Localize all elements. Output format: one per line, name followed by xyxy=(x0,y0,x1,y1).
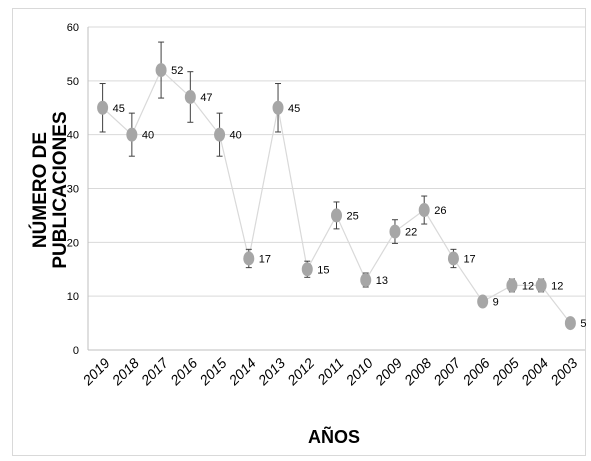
x-tick-label-2011: 2011 xyxy=(313,355,346,388)
series: 45 40 52 47 40 17 45 15 25 13 22 26 17 9 12 12 5 xyxy=(97,41,587,331)
data-point-2017 xyxy=(155,63,167,78)
x-axis-ticks: 2019201820172016201520142013201220112010… xyxy=(79,354,581,389)
data-point-2016 xyxy=(184,89,196,104)
x-tick-label-2008: 2008 xyxy=(400,355,434,389)
data-label-2014: 17 xyxy=(259,253,271,265)
data-label-2009: 22 xyxy=(405,227,417,239)
y-tick-label-60: 60 xyxy=(67,22,79,34)
x-tick-label-2014: 2014 xyxy=(225,355,259,389)
y-tick-label-40: 40 xyxy=(67,130,79,142)
y-axis-title-line-2: PUBLICACIONES xyxy=(50,111,71,268)
x-tick-label-2006: 2006 xyxy=(459,355,493,389)
y-tick-label-0: 0 xyxy=(73,345,79,357)
data-label-2016: 47 xyxy=(200,92,212,104)
x-tick-label-2004: 2004 xyxy=(517,355,551,389)
x-tick-label-2010: 2010 xyxy=(342,355,376,389)
data-label-2010: 13 xyxy=(376,275,388,287)
data-label-2012: 15 xyxy=(317,264,329,276)
x-tick-label-2013: 2013 xyxy=(254,355,288,389)
data-point-2012 xyxy=(301,262,313,277)
data-point-2004 xyxy=(535,278,547,293)
data-label-2006: 9 xyxy=(493,297,499,309)
x-tick-label-2017: 2017 xyxy=(137,354,172,389)
y-axis-title: NÚMERO DE PUBLICACIONES xyxy=(29,111,71,268)
data-label-2004: 12 xyxy=(551,280,563,292)
data-point-2011 xyxy=(331,208,342,223)
data-label-2008: 26 xyxy=(434,205,446,217)
data-point-2009 xyxy=(389,224,401,239)
y-tick-label-20: 20 xyxy=(67,237,79,249)
x-tick-label-2012: 2012 xyxy=(283,355,317,389)
data-point-2014 xyxy=(243,251,255,266)
data-label-2007: 17 xyxy=(463,253,475,265)
x-tick-label-2005: 2005 xyxy=(488,355,522,389)
data-label-2017: 52 xyxy=(171,65,183,77)
x-tick-label-2015: 2015 xyxy=(196,355,230,389)
data-point-2006 xyxy=(477,294,489,309)
data-label-2003: 5 xyxy=(580,318,586,330)
y-tick-label-30: 30 xyxy=(67,184,79,196)
y-tick-label-10: 10 xyxy=(67,291,79,303)
y-axis-ticks: 0 10 20 30 40 50 60 xyxy=(67,22,79,357)
data-label-2019: 45 xyxy=(113,103,125,115)
x-tick-label-2019: 2019 xyxy=(79,355,113,389)
data-point-2018 xyxy=(126,127,138,142)
data-label-2018: 40 xyxy=(142,130,154,142)
data-point-2005 xyxy=(506,278,518,293)
x-tick-label-2009: 2009 xyxy=(371,355,405,389)
gridlines xyxy=(87,26,585,351)
data-label-2011: 25 xyxy=(347,210,359,222)
data-point-2015 xyxy=(214,127,226,142)
y-tick-label-50: 50 xyxy=(67,76,79,88)
data-point-2010 xyxy=(360,273,372,288)
data-point-2008 xyxy=(418,203,430,218)
data-point-2007 xyxy=(447,251,459,266)
data-label-2013: 45 xyxy=(288,103,300,115)
data-point-2013 xyxy=(272,100,284,115)
data-point-2003 xyxy=(564,316,576,331)
x-axis-title: AÑOS xyxy=(308,426,360,447)
chart-frame xyxy=(12,8,586,456)
data-label-2015: 40 xyxy=(230,130,242,142)
data-label-2005: 12 xyxy=(522,280,534,292)
data-point-2019 xyxy=(97,100,109,115)
x-tick-label-2018: 2018 xyxy=(108,355,142,389)
y-axis-title-line-1: NÚMERO DE xyxy=(29,132,51,248)
x-tick-label-2007: 2007 xyxy=(430,354,465,389)
series-line-0 xyxy=(102,69,571,324)
x-tick-label-2016: 2016 xyxy=(166,355,200,389)
x-tick-label-2003: 2003 xyxy=(546,355,580,389)
